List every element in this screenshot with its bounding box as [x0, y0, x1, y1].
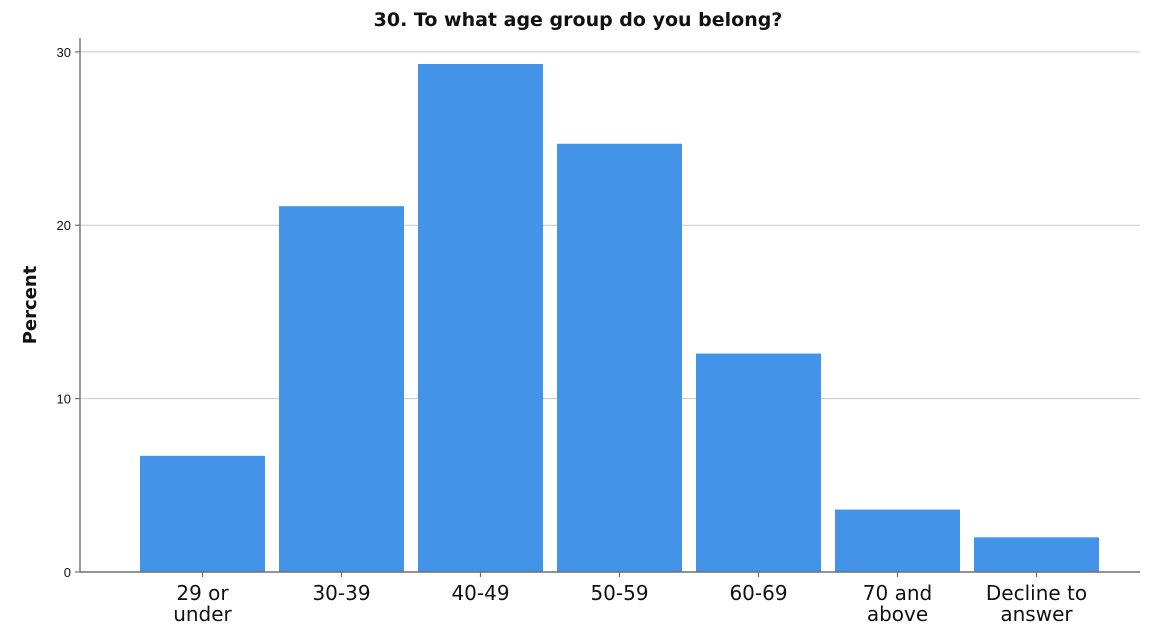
bar-1	[279, 206, 404, 572]
y-tick-label-10: 10	[57, 392, 71, 407]
x-tick-label-line: answer	[1000, 602, 1073, 626]
axes	[79, 38, 1140, 573]
x-tick-label-0: 29 or under	[173, 581, 232, 626]
x-tick-labels: 29 or under 30-39 40-49 50-59 60-69 70 and abov…	[173, 572, 1087, 626]
chart-title: 30. To what age group do you belong?	[374, 9, 783, 31]
bar-4	[696, 353, 821, 572]
bar-0	[140, 455, 265, 572]
x-tick-label-line: 30-39	[312, 581, 370, 605]
x-tick-label-line: above	[867, 602, 928, 626]
bar-3	[557, 143, 682, 572]
x-tick-label-6: Decline to answer	[986, 581, 1087, 626]
bars	[140, 64, 1099, 572]
x-tick-label-line: 60-69	[729, 581, 787, 605]
y-tick-label-30: 30	[57, 45, 71, 60]
x-tick-label-1: 30-39	[312, 581, 370, 605]
y-axis-label: Percent	[20, 265, 41, 344]
x-tick-label-line: 40-49	[451, 581, 509, 605]
x-tick-label-line: Decline to	[986, 581, 1087, 605]
bar-6	[974, 537, 1099, 572]
bar-2	[418, 64, 543, 572]
y-tick-label-0: 0	[64, 565, 71, 580]
y-tick-labels: 0 10 20 30	[57, 45, 80, 580]
x-tick-label-line: 50-59	[590, 581, 648, 605]
x-tick-label-5: 70 and above	[863, 581, 932, 626]
x-tick-label-2: 40-49	[451, 581, 509, 605]
x-tick-label-3: 50-59	[590, 581, 648, 605]
x-tick-label-4: 60-69	[729, 581, 787, 605]
x-tick-label-line: 29 or	[176, 581, 229, 605]
y-tick-label-20: 20	[57, 218, 71, 233]
bar-5	[835, 509, 960, 572]
x-tick-label-line: 70 and	[863, 581, 932, 605]
x-tick-label-line: under	[173, 602, 232, 626]
